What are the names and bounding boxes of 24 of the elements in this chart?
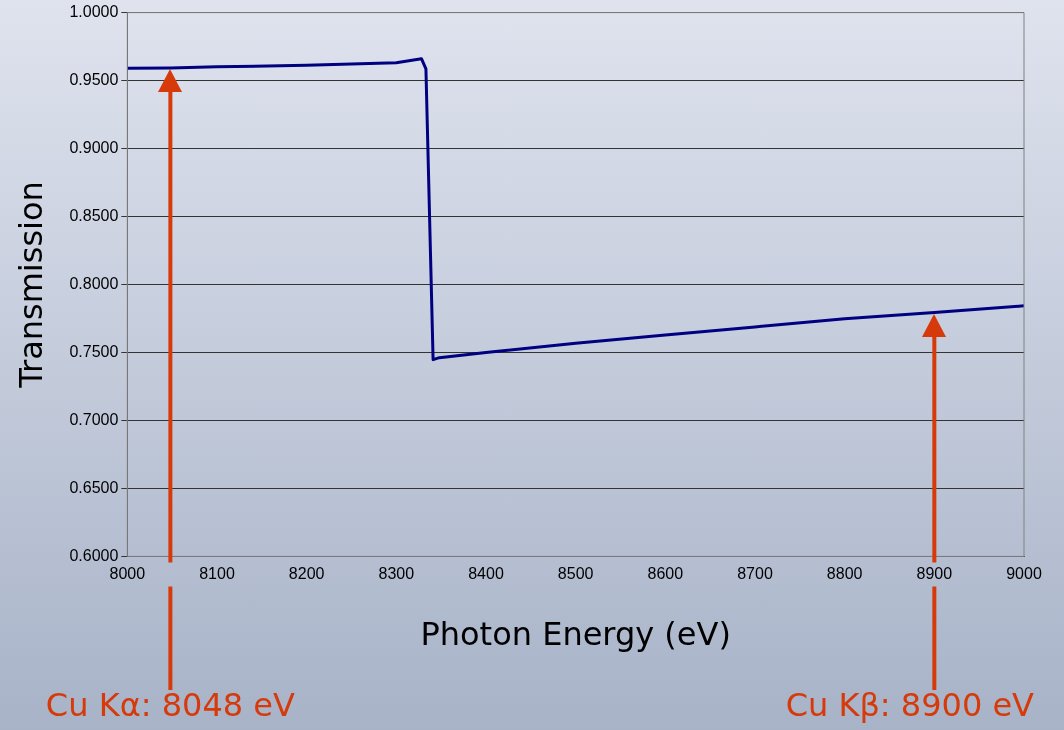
x-tick-label: 8600 <box>647 565 684 583</box>
x-tick-label: 8300 <box>378 565 415 583</box>
y-tick-label: 0.6000 <box>69 546 119 564</box>
x-tick-label: 8100 <box>199 565 235 583</box>
y-tick-label: 0.8500 <box>69 206 119 224</box>
y-tick-label: 0.8000 <box>69 274 119 292</box>
x-tick-label: 8500 <box>557 565 594 583</box>
y-tick-label: 0.7000 <box>69 410 119 428</box>
x-tick-label: 8200 <box>288 565 325 583</box>
ref-line-label: Cu Kα: 8048 eV <box>45 686 295 725</box>
ref-line-label: Cu Kβ: 8900 eV <box>785 686 1035 725</box>
x-tick-label: 8000 <box>109 565 146 583</box>
y-tick-label: 0.9500 <box>69 70 119 88</box>
x-tick-label: 9000 <box>1006 565 1042 583</box>
x-axis-title: Photon Energy (eV) <box>420 615 731 654</box>
x-tick-label: 8900 <box>916 565 953 583</box>
y-axis-title: Transmission <box>11 181 50 389</box>
y-tick-label: 0.6500 <box>69 478 119 496</box>
x-tick-label: 8400 <box>468 565 504 583</box>
y-tick-label: 1.0000 <box>69 3 119 21</box>
x-tick-label: 8700 <box>737 565 773 583</box>
y-tick-label: 0.7500 <box>69 342 119 360</box>
x-tick-label: 8800 <box>826 565 863 583</box>
y-tick-label: 0.9000 <box>69 138 119 156</box>
